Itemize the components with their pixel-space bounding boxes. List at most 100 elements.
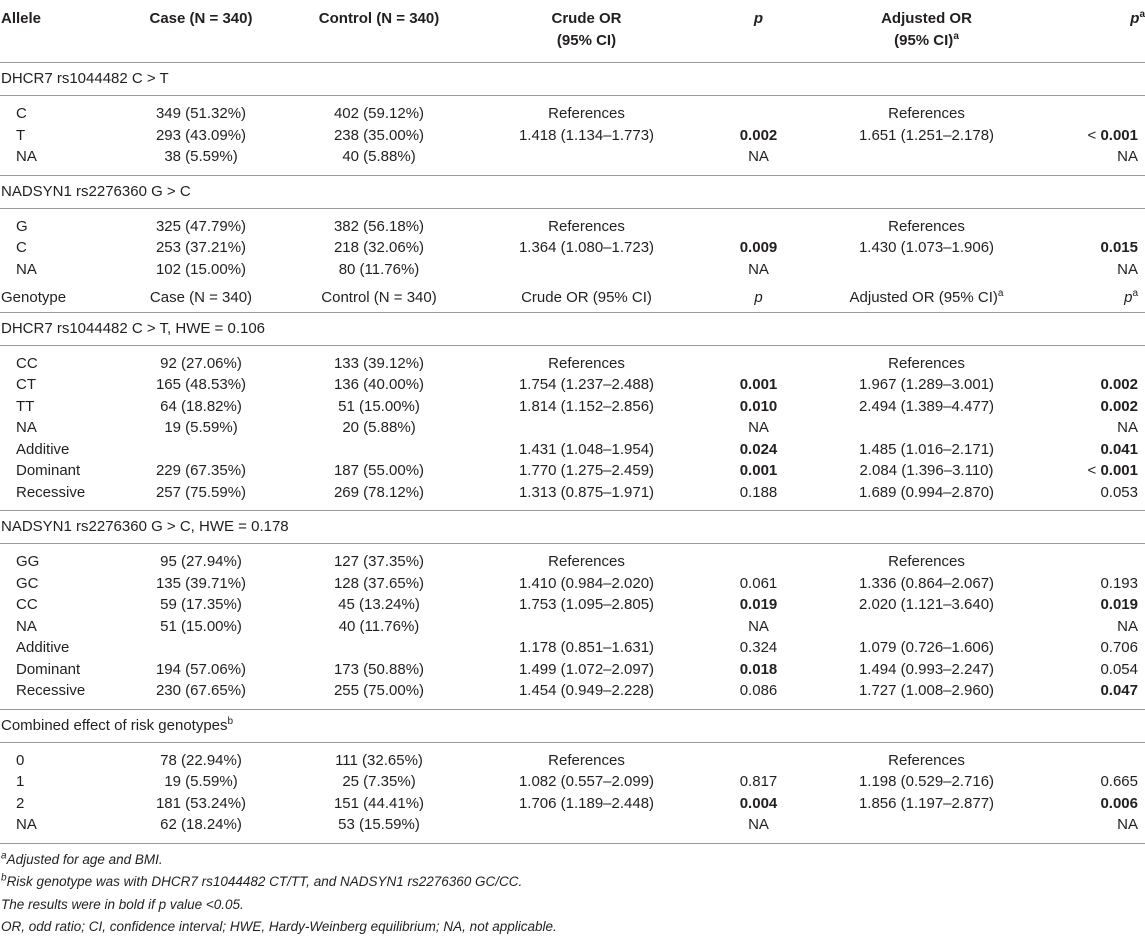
p-cell <box>697 96 820 125</box>
case-cell: 92 (27.06%) <box>160 354 242 372</box>
pa-cell <box>1033 742 1145 771</box>
control-cell <box>282 439 476 461</box>
p-cell: 0.001 <box>739 376 778 393</box>
pa-cell: 0.006 <box>1033 793 1145 815</box>
section-header-row: Combined effect of risk genotypesb <box>0 709 1145 743</box>
control-cell: 218 (32.06%) <box>333 239 425 256</box>
p-cell: NA <box>697 146 820 176</box>
pa-cell: 0.015 <box>1033 237 1145 259</box>
adjusted-or-cell: References <box>888 751 965 769</box>
case-cell: 78 (22.94%) <box>160 751 242 769</box>
crude-or-cell <box>476 146 697 176</box>
adjusted-or-cell: 1.336 (0.864–2.067) <box>858 574 995 592</box>
col-header-case: Case (N = 340) <box>120 0 282 63</box>
footnote-b: bRisk genotype was with DHCR7 rs1044482 … <box>1 872 523 889</box>
section-title-text: NADSYN1 rs2276360 G > C <box>1 182 191 200</box>
case-cell: 59 (17.35%) <box>160 596 242 613</box>
pa-value: 0.002 <box>1100 376 1138 393</box>
pa-cell: 0.193 <box>1033 573 1145 595</box>
control-cell: 133 (39.12%) <box>333 354 425 372</box>
p-cell: 0.001 <box>739 462 778 479</box>
genotype-pa-sup: a <box>1132 288 1138 299</box>
row-label: CT <box>16 376 36 393</box>
section-title-text: DHCR7 rs1044482 C > T, HWE = 0.106 <box>1 319 266 337</box>
adjusted-or-cell: 1.727 (1.008–2.960) <box>820 680 1033 710</box>
crude-or-cell: References <box>548 105 625 122</box>
section-title-text: DHCR7 rs1044482 C > T <box>1 70 169 87</box>
row-label: NA <box>16 260 37 278</box>
adjusted-or-cell: 1.079 (0.726–1.606) <box>858 639 995 656</box>
crude-or-cell: 1.178 (0.851–1.631) <box>518 639 655 656</box>
pa-value: NA <box>1117 816 1138 833</box>
table-row: NA 19 (5.59%) 20 (5.88%) NA NA <box>0 417 1145 439</box>
case-cell: 293 (43.09%) <box>155 126 247 144</box>
control-cell: 20 (5.88%) <box>342 419 416 436</box>
control-cell <box>282 637 476 659</box>
row-label: NA <box>0 146 120 176</box>
adjusted-or-cell: References <box>888 105 965 122</box>
col-header-pa: pa <box>1033 0 1145 63</box>
p-cell: NA <box>697 814 820 844</box>
adjusted-or-cell: References <box>888 354 965 372</box>
adjusted-or-cell: 1.485 (1.016–2.171) <box>858 440 995 458</box>
table-row: 1 19 (5.59%) 25 (7.35%) 1.082 (0.557–2.099)… <box>0 771 1145 793</box>
table-row: 0 78 (22.94%) 111 (32.65%) References Refere… <box>0 742 1145 771</box>
adjusted-or-cell: 1.689 (0.994–2.870) <box>820 481 1033 511</box>
pa-prefix: < <box>1087 462 1101 479</box>
pa-value: 0.054 <box>1100 660 1138 678</box>
case-cell: 229 (67.35%) <box>155 462 247 479</box>
table-row: 2 181 (53.24%) 151 (44.41%) 1.706 (1.189–2.… <box>0 793 1145 815</box>
control-cell: 382 (56.18%) <box>333 217 425 235</box>
table-row: CC 92 (27.06%) 133 (39.12%) References Refer… <box>0 345 1145 374</box>
pa-cell: NA <box>1033 146 1145 176</box>
row-label: 0 <box>16 751 25 769</box>
footnotes: aAdjusted for age and BMI. bRisk genotyp… <box>0 844 1145 939</box>
row-label: T <box>16 126 26 144</box>
crude-or-cell: 1.410 (0.984–2.020) <box>518 574 655 592</box>
table-row: Additive 1.431 (1.048–1.954) 0.024 1.485 (1… <box>0 439 1145 461</box>
adjusted-or-cell: 2.084 (1.396–3.110) <box>859 462 994 479</box>
row-label: Additive <box>16 639 70 656</box>
footnote-abbreviations: OR, odd ratio; CI, confidence interval; … <box>1 919 557 934</box>
col-header-control: Control (N = 340) <box>282 0 476 63</box>
control-cell: 269 (78.12%) <box>282 481 476 511</box>
section-title-text: Combined effect of risk genotypes <box>1 716 228 734</box>
pa-cell: NA <box>1033 417 1145 439</box>
section-title: Combined effect of risk genotypesb <box>0 709 1145 743</box>
p-cell: 0.010 <box>739 397 778 415</box>
genotype-p-text: p <box>754 289 763 306</box>
pa-value: 0.019 <box>1100 596 1138 613</box>
p-cell: 0.817 <box>739 773 778 790</box>
crude-or-cell: 1.770 (1.275–2.459) <box>518 462 655 479</box>
pa-value: 0.002 <box>1100 397 1138 415</box>
row-label: C <box>16 105 27 122</box>
pa-cell <box>1033 345 1145 374</box>
crude-or-cell <box>476 616 697 638</box>
pa-cell: 0.053 <box>1033 481 1145 511</box>
control-cell: 25 (7.35%) <box>342 773 416 790</box>
control-cell: 40 (11.76%) <box>338 617 420 635</box>
section-title: DHCR7 rs1044482 C > T <box>0 62 1145 96</box>
pa-value: NA <box>1117 419 1138 436</box>
pa-prefix: < <box>1087 126 1101 144</box>
crude-or-cell: 1.364 (1.080–1.723) <box>518 239 655 256</box>
pa-cell: 0.002 <box>1033 374 1145 396</box>
section-title: DHCR7 rs1044482 C > T, HWE = 0.106 <box>0 312 1145 346</box>
adjusted-or-cell <box>820 146 1033 176</box>
crude-or-cell: References <box>548 217 625 235</box>
row-label: Dominant <box>16 462 81 479</box>
row-label: G <box>16 217 28 235</box>
crude-or-cell: 1.418 (1.134–1.773) <box>518 126 655 144</box>
control-cell: 187 (55.00%) <box>333 462 425 479</box>
row-label: CC <box>16 596 38 613</box>
table-row: G 325 (47.79%) 382 (56.18%) References Refer… <box>0 208 1145 237</box>
genotype-case: Case (N = 340) <box>120 287 282 313</box>
p-cell: 0.002 <box>739 126 778 144</box>
case-cell <box>120 439 282 461</box>
genotype-adj-sup: a <box>997 288 1004 299</box>
case-cell: 62 (18.24%) <box>120 814 282 844</box>
adjusted-or-cell: 1.856 (1.197–2.877) <box>858 794 995 812</box>
control-cell: 127 (37.35%) <box>333 553 425 570</box>
pa-cell: < 0.001 <box>1033 460 1145 482</box>
section-title: NADSYN1 rs2276360 G > C, HWE = 0.178 <box>0 510 1145 544</box>
